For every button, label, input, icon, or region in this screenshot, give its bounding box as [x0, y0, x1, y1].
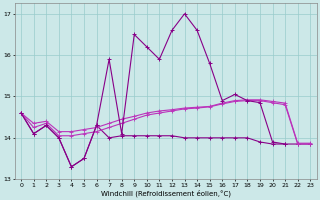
X-axis label: Windchill (Refroidissement éolien,°C): Windchill (Refroidissement éolien,°C) [101, 189, 231, 197]
